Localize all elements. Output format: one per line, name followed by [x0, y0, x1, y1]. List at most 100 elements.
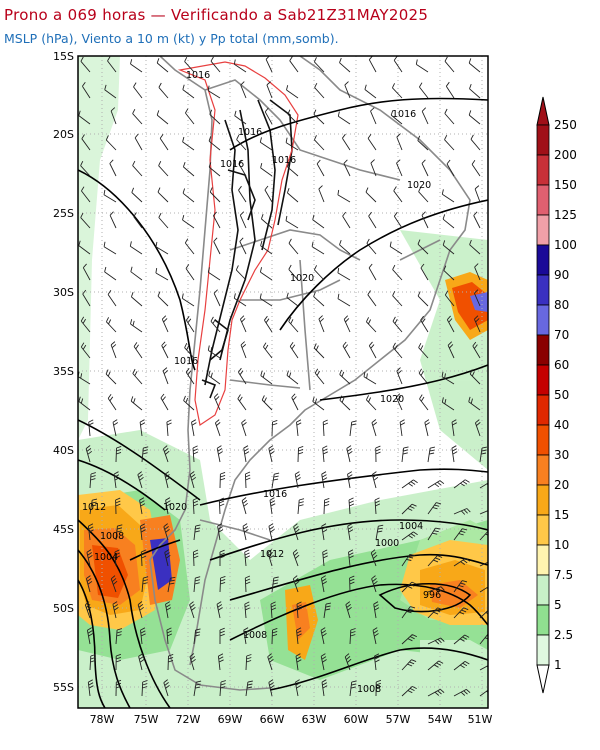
- colorbar-bottom-arrow: [536, 664, 550, 694]
- wind-barb: [293, 523, 300, 541]
- wind-barb: [445, 81, 455, 99]
- wind-barb: [401, 479, 418, 489]
- wind-barb: [469, 369, 481, 385]
- colorbar-label: 20: [554, 478, 569, 492]
- wind-barb: [288, 316, 299, 333]
- lat-tick-label: 20S: [53, 128, 74, 141]
- wind-barb: [453, 607, 469, 619]
- lon-axis: 78W 75W 72W 69W 66W 63W 60W 57W 54W 51W: [90, 713, 493, 726]
- wind-barb: [322, 419, 329, 437]
- wind-barb: [141, 576, 149, 593]
- map-frame: [77, 55, 489, 709]
- wind-barb: [401, 685, 417, 697]
- wind-barb: [207, 267, 221, 281]
- wind-barb: [479, 530, 488, 541]
- wind-barb: [140, 549, 147, 567]
- wind-barb: [312, 396, 325, 411]
- wind-barb: [389, 241, 403, 255]
- wind-barb: [401, 659, 417, 671]
- wind-barb: [109, 159, 117, 177]
- wind-barb: [155, 268, 169, 281]
- wind-barb: [313, 291, 325, 307]
- wind-barb: [348, 549, 354, 567]
- wind-barb: [259, 267, 273, 281]
- wind-barb: [78, 110, 91, 125]
- wind-barb: [401, 581, 417, 593]
- wind-barb: [399, 419, 406, 437]
- wind-barb: [320, 575, 328, 593]
- wind-barb: [286, 85, 299, 99]
- wind-barb: [442, 240, 455, 255]
- wind-barb: [130, 319, 143, 333]
- isobar-label: 1016: [220, 159, 244, 170]
- wind-barb: [345, 601, 352, 619]
- wind-barb: [219, 575, 226, 593]
- wind-barb: [365, 395, 377, 411]
- wind-barb: [213, 237, 221, 255]
- lat-tick-label: 50S: [53, 602, 74, 615]
- wind-barb: [285, 137, 299, 151]
- wind-barb: [286, 188, 299, 203]
- isobar-label: 1012: [260, 549, 284, 560]
- wind-barb: [424, 419, 430, 437]
- colorbar-label: 80: [554, 298, 569, 312]
- wind-barb: [132, 368, 143, 385]
- isobar-label: 1000: [375, 538, 399, 549]
- wind-barb: [453, 479, 470, 489]
- colorbar-label: 40: [554, 418, 569, 432]
- wind-barb: [444, 108, 455, 125]
- wind-barb: [234, 110, 247, 125]
- wind-barb: [80, 212, 91, 229]
- wind-barb: [270, 601, 277, 619]
- wind-barb: [451, 445, 458, 463]
- wind-barb: [236, 134, 247, 151]
- wind-barb: [343, 315, 351, 333]
- wind-barb: [208, 136, 221, 151]
- wind-barb: [347, 523, 354, 541]
- wind-barb: [113, 471, 120, 489]
- wind-barb: [89, 498, 98, 515]
- wind-barb: [163, 523, 170, 541]
- lon-tick-label: 51W: [468, 713, 493, 726]
- wind-barb: [189, 471, 197, 489]
- wind-barb: [286, 162, 299, 177]
- wind-barb: [343, 159, 351, 177]
- red-contour: [177, 61, 299, 426]
- wind-barb: [133, 342, 143, 359]
- wind-barb: [427, 555, 443, 567]
- wind-barb: [418, 187, 429, 203]
- colorbar-swatch: [536, 394, 550, 426]
- lon-tick-label: 78W: [90, 713, 115, 726]
- colorbar-label: 15: [554, 508, 569, 522]
- wind-barb: [81, 134, 91, 151]
- colorbar-label: 5: [554, 598, 562, 612]
- colorbar-swatch: [536, 424, 550, 456]
- wind-barb: [349, 680, 357, 697]
- colorbar-label: 10: [554, 538, 569, 552]
- lon-tick-label: 75W: [134, 713, 159, 726]
- wind-barb: [444, 134, 455, 151]
- wind-barb: [314, 368, 325, 385]
- wind-barb: [217, 523, 224, 541]
- wind-barb: [107, 394, 117, 411]
- colorbar-label: 150: [554, 178, 577, 192]
- wind-barb: [296, 601, 303, 619]
- isobar-label: 1016: [263, 489, 287, 500]
- wind-barb: [287, 109, 299, 125]
- wind-barb: [141, 446, 149, 463]
- wind-barb: [371, 419, 378, 437]
- wind-barb: [88, 419, 94, 437]
- wind-barb: [427, 502, 442, 515]
- wind-barb: [162, 367, 169, 385]
- wind-barb: [375, 524, 384, 541]
- colorbar-swatch: [536, 244, 550, 276]
- wind-barb: [471, 160, 481, 177]
- wind-barb: [82, 289, 91, 307]
- wind-barb: [110, 107, 117, 125]
- wind-barb: [479, 482, 488, 489]
- wind-barb: [137, 471, 144, 489]
- wind-barb: [86, 627, 94, 645]
- colorbar-swatch: [536, 124, 550, 156]
- wind-barb: [312, 214, 325, 229]
- wind-barb: [80, 342, 91, 359]
